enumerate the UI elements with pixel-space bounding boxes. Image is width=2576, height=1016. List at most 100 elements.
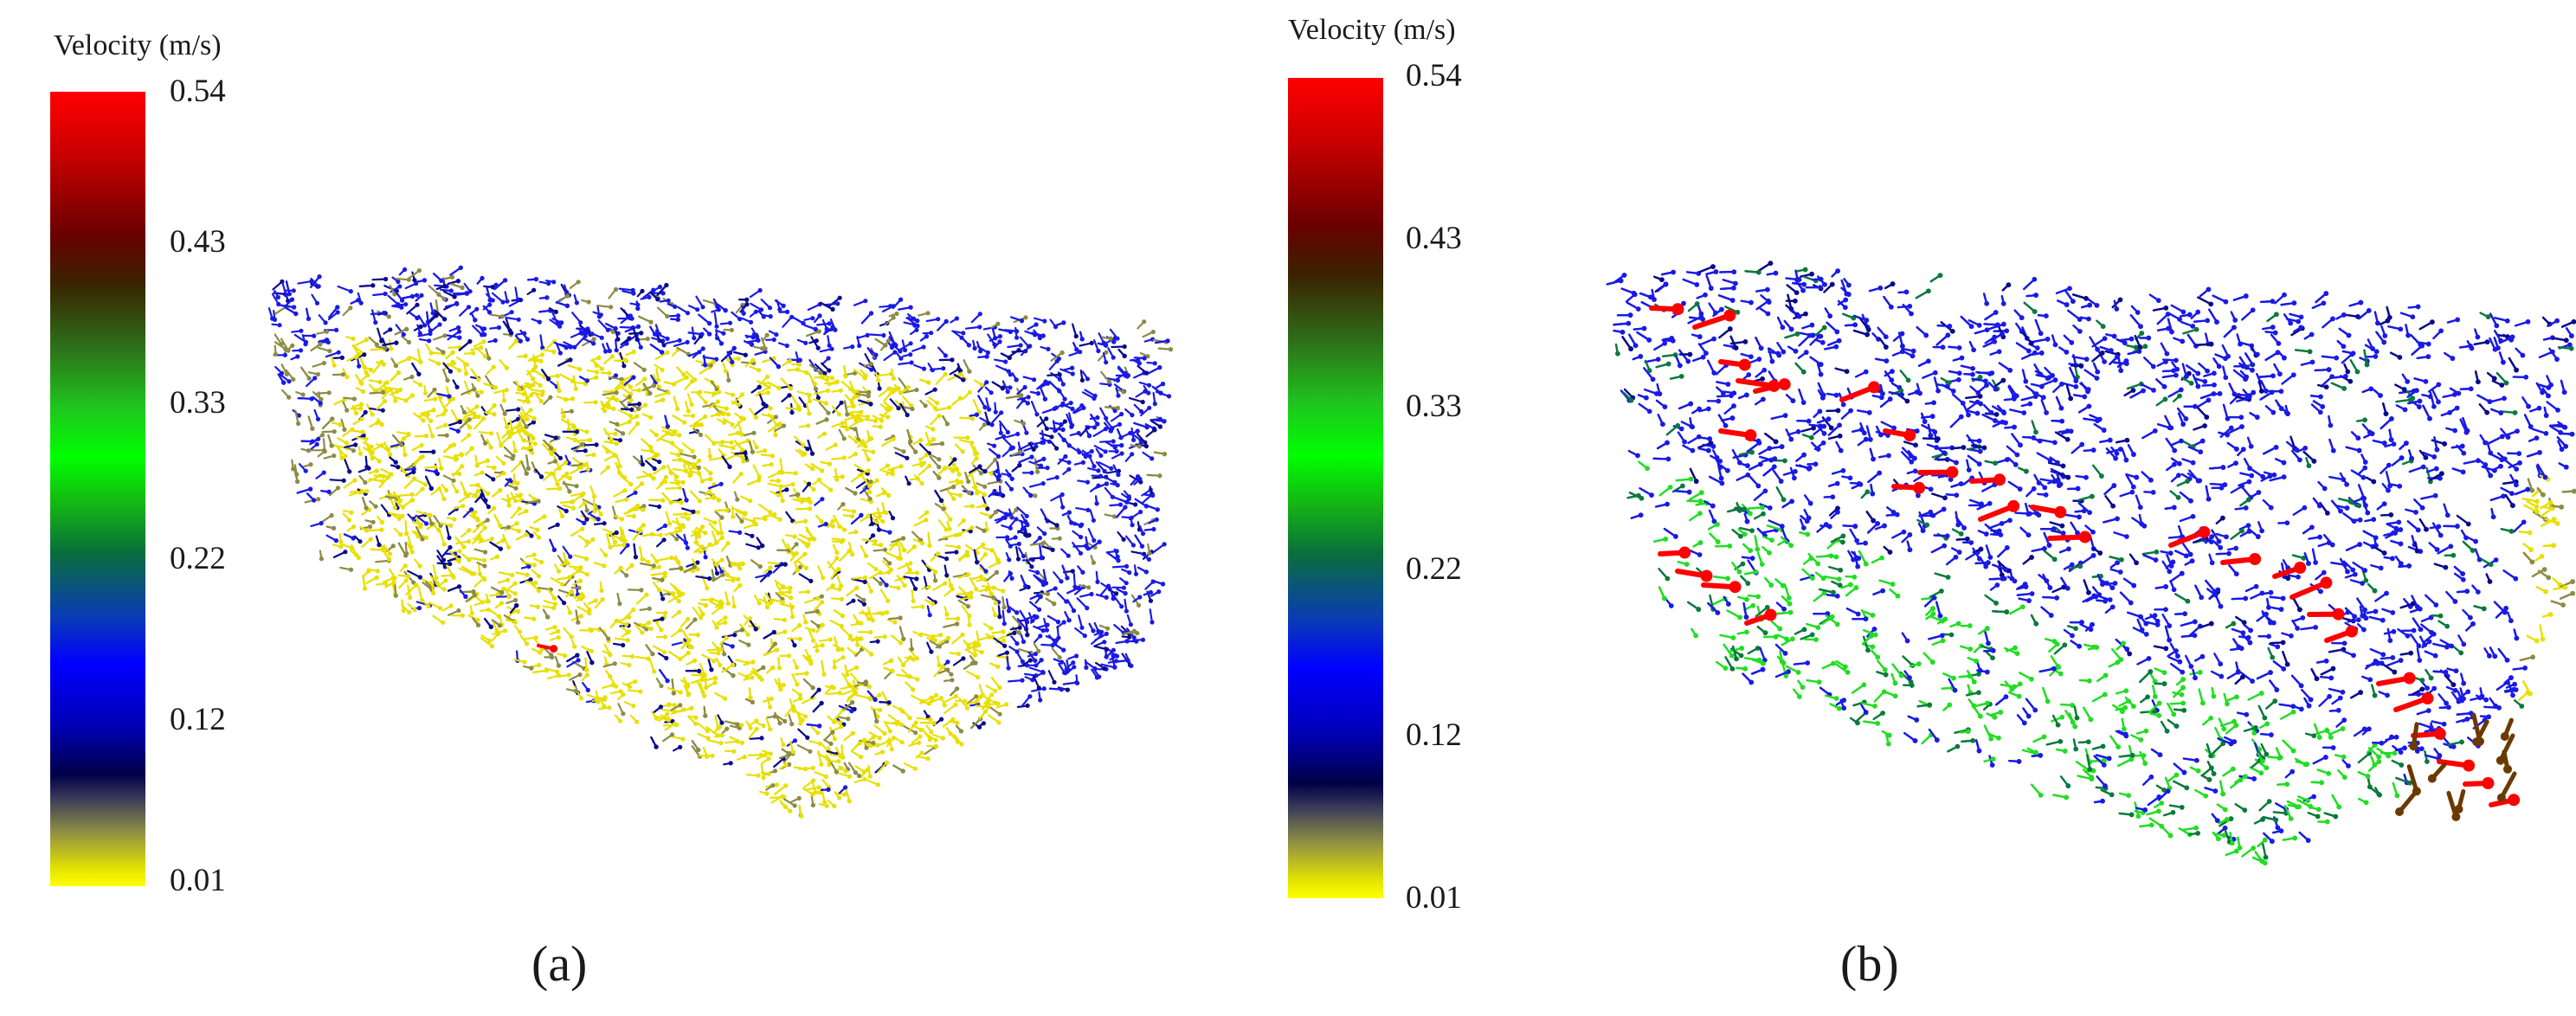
vector-head (505, 299, 510, 304)
vector-head (404, 531, 409, 537)
vector-head (474, 306, 480, 312)
vector-head (889, 747, 894, 752)
vector-head (504, 365, 510, 370)
vector-head (568, 610, 573, 615)
vector-head (1138, 408, 1144, 414)
vector-head (926, 584, 931, 590)
vector-head (572, 644, 577, 649)
vector-head (276, 301, 281, 307)
vector-head (680, 736, 686, 742)
vector-head (1114, 449, 1119, 454)
vector-head (578, 320, 583, 325)
vector-head (1119, 604, 1124, 609)
vector-head (777, 721, 782, 726)
vector-head (646, 656, 651, 661)
vector-head (659, 627, 664, 633)
vector-head (815, 648, 820, 653)
vector-head (937, 414, 942, 419)
vector-head (525, 416, 530, 421)
vector-head (314, 441, 319, 447)
vector-head (810, 765, 816, 771)
vector-head (837, 524, 842, 530)
vector-head (953, 532, 959, 537)
vector-head (804, 370, 809, 376)
vector-head (853, 439, 860, 444)
vector-head (564, 508, 569, 514)
vector-head (822, 800, 828, 805)
vector-head (768, 704, 773, 710)
vector-head (438, 395, 443, 400)
vector-head (815, 730, 821, 736)
vector-head (857, 773, 862, 779)
vector-head (873, 418, 879, 423)
vector-head (536, 574, 542, 579)
vector-head (605, 327, 610, 332)
vector-head (870, 521, 875, 526)
velocity-vector (521, 438, 537, 445)
vector-head (992, 443, 997, 448)
vector-head (341, 478, 346, 483)
vector-head (1005, 389, 1010, 395)
vector-head (512, 479, 518, 485)
vector-head (967, 389, 972, 395)
vector-head (1066, 460, 1072, 466)
vector-head (403, 302, 409, 307)
vector-head (569, 408, 575, 414)
vector-head (853, 427, 858, 432)
vector-head (1121, 537, 1126, 542)
vector-head (857, 636, 862, 641)
vector-head (832, 736, 837, 742)
vector-head (435, 581, 440, 586)
vector-head (510, 456, 515, 461)
vector-head (832, 665, 837, 670)
vector-head (610, 329, 616, 335)
vector-head (441, 620, 446, 625)
vector-head (490, 285, 495, 290)
vector-head (347, 518, 352, 523)
vector-head (820, 643, 825, 648)
vector-head (607, 705, 612, 711)
vector-head (562, 601, 567, 606)
vector-head (628, 384, 634, 389)
vector-head (1044, 416, 1049, 421)
vector-head (1074, 680, 1079, 685)
vector-head (423, 434, 429, 439)
vector-head (693, 721, 699, 726)
vector-head (428, 418, 434, 423)
vector-head (1096, 468, 1101, 473)
vector-head (379, 520, 384, 525)
vector-head (613, 373, 619, 378)
vector-head (729, 327, 735, 332)
vector-head (808, 749, 813, 754)
vector-head (667, 521, 673, 526)
vector-head (808, 658, 814, 664)
vector-head (1035, 570, 1040, 576)
vector-head (528, 408, 533, 413)
vector-head (1115, 336, 1120, 341)
vector-head (342, 427, 347, 432)
vector-head (943, 353, 948, 358)
vector-head (436, 528, 441, 533)
vector-head (1143, 444, 1149, 449)
vector-head (891, 736, 897, 741)
vector-head (865, 768, 870, 773)
vector-head (518, 629, 523, 634)
velocity-vector (918, 465, 931, 476)
vector-head (1023, 315, 1028, 320)
vector-head (493, 338, 498, 343)
vector-head (539, 559, 544, 565)
vector-head (1024, 513, 1029, 518)
vector-head (817, 477, 822, 483)
vector-head (406, 339, 411, 345)
vector-head (887, 729, 892, 734)
vector-head (441, 557, 447, 563)
vector-head (617, 601, 622, 607)
vector-head (924, 510, 930, 515)
vector-head (797, 636, 802, 641)
vector-head (911, 687, 916, 692)
vector-head (837, 295, 842, 300)
vector-head (448, 288, 454, 293)
vector-head (874, 478, 879, 483)
vector-head (725, 412, 731, 417)
vector-head (621, 691, 626, 698)
